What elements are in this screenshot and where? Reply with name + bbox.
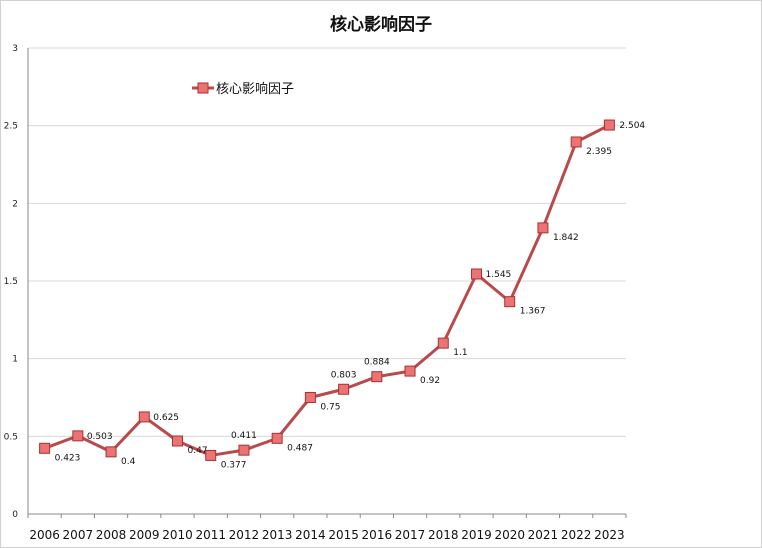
- data-label: 2.395: [586, 147, 612, 157]
- data-label: 0.803: [331, 370, 357, 380]
- x-tick-label: 2020: [494, 528, 525, 542]
- data-label: 0.884: [364, 358, 390, 368]
- data-label: 0.625: [153, 413, 179, 423]
- data-point-marker: [338, 383, 350, 395]
- data-label: 2.504: [619, 121, 645, 131]
- data-point-marker: [603, 119, 615, 131]
- data-point-marker: [471, 268, 482, 280]
- data-label: 0.47: [188, 446, 208, 456]
- data-label: 0.377: [221, 460, 247, 470]
- data-point-marker: [105, 446, 117, 458]
- y-tick-label: 1: [12, 355, 18, 365]
- legend-marker: [197, 82, 209, 94]
- y-tick-label: 1.5: [4, 277, 18, 287]
- data-point-marker: [72, 430, 84, 442]
- x-tick-label: 2018: [428, 528, 459, 542]
- series-line: [44, 123, 611, 457]
- y-tick-label: 0.5: [4, 432, 18, 442]
- x-tick-label: 2022: [561, 528, 592, 542]
- x-tick-label: 2006: [29, 528, 60, 542]
- data-point-marker: [238, 444, 250, 456]
- data-label: 1.545: [486, 270, 512, 280]
- x-tick-label: 2016: [362, 528, 393, 542]
- x-tick-label: 2023: [594, 528, 625, 542]
- data-label: 0.487: [287, 443, 313, 453]
- y-tick-label: 3: [12, 44, 18, 54]
- data-point-marker: [437, 337, 449, 349]
- x-tick-label: 2011: [195, 528, 226, 542]
- y-tick-label: 0: [12, 510, 18, 520]
- x-tick-label: 2013: [262, 528, 293, 542]
- data-point-marker: [304, 392, 316, 403]
- data-point-marker: [537, 222, 549, 234]
- data-label: 1.367: [520, 307, 546, 317]
- x-tick-label: 2017: [395, 528, 426, 542]
- x-tick-label: 2010: [162, 528, 193, 542]
- data-label: 0.92: [420, 376, 440, 386]
- data-point-marker: [172, 435, 183, 447]
- x-tick-label: 2007: [63, 528, 94, 542]
- data-label: 0.4: [121, 457, 136, 467]
- legend-label: 核心影响因子: [216, 81, 294, 97]
- data-point-marker: [570, 136, 582, 148]
- y-tick-label: 2.5: [4, 122, 18, 132]
- x-tick-label: 2021: [528, 528, 559, 542]
- x-tick-label: 2008: [96, 528, 127, 542]
- chart-title: 核心影响因子: [330, 15, 432, 35]
- data-point-marker: [39, 442, 51, 454]
- x-tick-label: 2015: [328, 528, 359, 542]
- data-point-marker: [205, 449, 217, 461]
- data-label: 0.75: [320, 403, 340, 413]
- data-label: 0.423: [55, 453, 81, 463]
- data-point-marker: [138, 411, 150, 423]
- x-tick-label: 2012: [229, 528, 260, 542]
- data-point-marker: [504, 296, 516, 308]
- data-label: 0.503: [87, 432, 113, 442]
- data-point-marker: [404, 365, 416, 377]
- data-point-marker: [371, 371, 383, 383]
- data-label: 0.411: [231, 431, 257, 441]
- data-label: 1.842: [553, 233, 579, 243]
- data-label: 1.1: [453, 348, 467, 358]
- data-point-marker: [271, 432, 283, 444]
- y-tick-label: 2: [12, 199, 18, 209]
- x-tick-label: 2019: [461, 528, 492, 542]
- x-tick-label: 2014: [295, 528, 326, 542]
- x-tick-label: 2009: [129, 528, 160, 542]
